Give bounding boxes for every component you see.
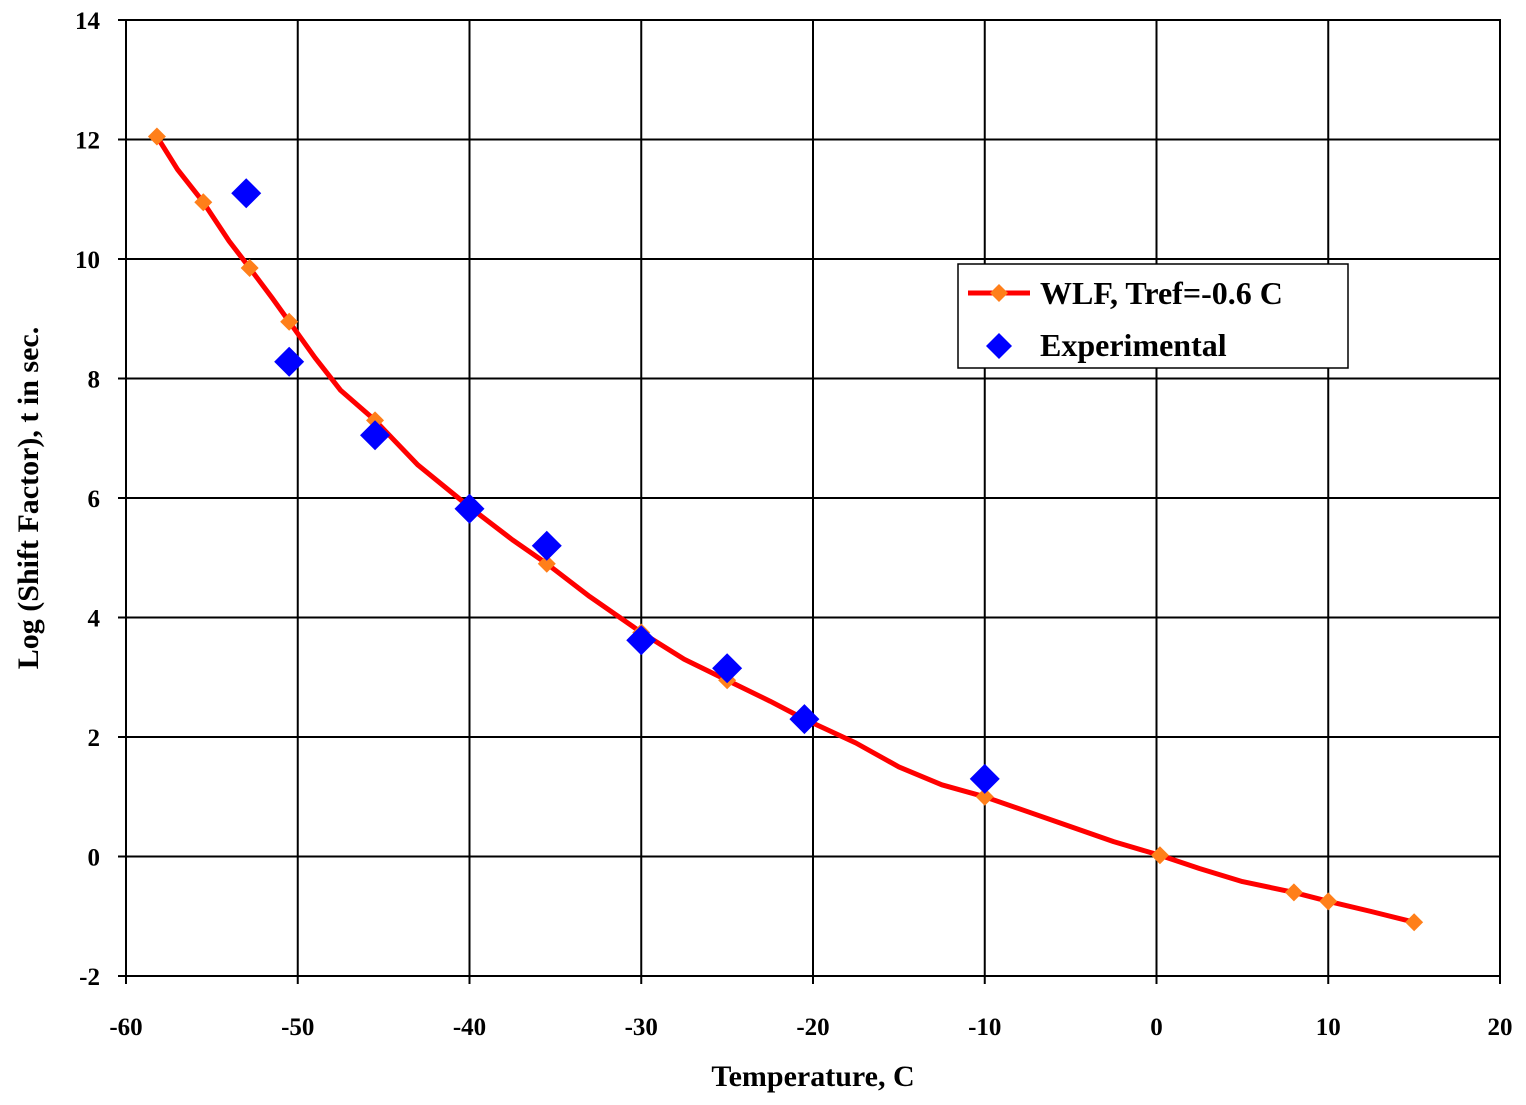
grid bbox=[118, 19, 1501, 984]
experimental-point bbox=[231, 178, 262, 209]
wlf-point bbox=[240, 258, 259, 277]
experimental-point bbox=[274, 346, 305, 377]
legend-experimental-label: Experimental bbox=[1040, 327, 1227, 363]
wlf-point bbox=[1150, 846, 1169, 865]
experimental-point bbox=[454, 493, 485, 524]
legend-experimental-marker bbox=[986, 333, 1012, 359]
x-tick-label: -50 bbox=[281, 1014, 314, 1041]
x-tick-label: 10 bbox=[1316, 1014, 1341, 1041]
x-tick-label: -60 bbox=[109, 1014, 142, 1041]
x-tick-label: -30 bbox=[625, 1014, 658, 1041]
y-tick-label: 4 bbox=[88, 606, 101, 633]
series bbox=[147, 127, 1424, 932]
y-tick-label: 8 bbox=[88, 367, 101, 394]
wlf-point bbox=[975, 787, 994, 806]
x-tick-label: -40 bbox=[453, 1014, 486, 1041]
experimental-point bbox=[969, 763, 1000, 794]
x-tick-label: 0 bbox=[1150, 1014, 1163, 1041]
y-tick-label: -2 bbox=[79, 964, 100, 991]
y-tick-label: 14 bbox=[75, 8, 101, 35]
wlf-point bbox=[1319, 892, 1338, 911]
experimental-point bbox=[789, 704, 820, 735]
wlf-point bbox=[147, 127, 166, 146]
experimental-point bbox=[712, 653, 743, 684]
plot-frame bbox=[125, 19, 1501, 977]
legend-wlf-label: WLF, Tref=-0.6 C bbox=[1040, 275, 1283, 311]
experimental-point bbox=[360, 420, 391, 451]
wlf-point bbox=[1405, 913, 1424, 932]
y-tick-label: 12 bbox=[75, 128, 100, 155]
experimental-point bbox=[531, 530, 562, 561]
y-tick-label: 0 bbox=[88, 845, 101, 872]
x-tick-label: -10 bbox=[968, 1014, 1001, 1041]
y-tick-label: 10 bbox=[75, 247, 100, 274]
legend-wlf-marker bbox=[990, 284, 1008, 302]
legend: WLF, Tref=-0.6 C Experimental bbox=[957, 263, 1349, 369]
x-tick-label: 20 bbox=[1488, 1014, 1513, 1041]
wlf-point bbox=[280, 312, 299, 331]
legend-box bbox=[957, 263, 1349, 369]
wlf-point bbox=[1284, 883, 1303, 902]
x-tick-label: -20 bbox=[796, 1014, 829, 1041]
wlf-point bbox=[194, 193, 213, 212]
y-tick-label: 2 bbox=[88, 725, 101, 752]
wlf-curve bbox=[154, 134, 1417, 925]
y-tick-label: 6 bbox=[88, 486, 101, 513]
experimental-point bbox=[626, 625, 657, 656]
y-axis-title: Log (Shift Factor), t in sec. bbox=[12, 327, 45, 669]
wlf-point bbox=[537, 554, 556, 573]
x-axis-title: Temperature, C bbox=[711, 1060, 914, 1093]
